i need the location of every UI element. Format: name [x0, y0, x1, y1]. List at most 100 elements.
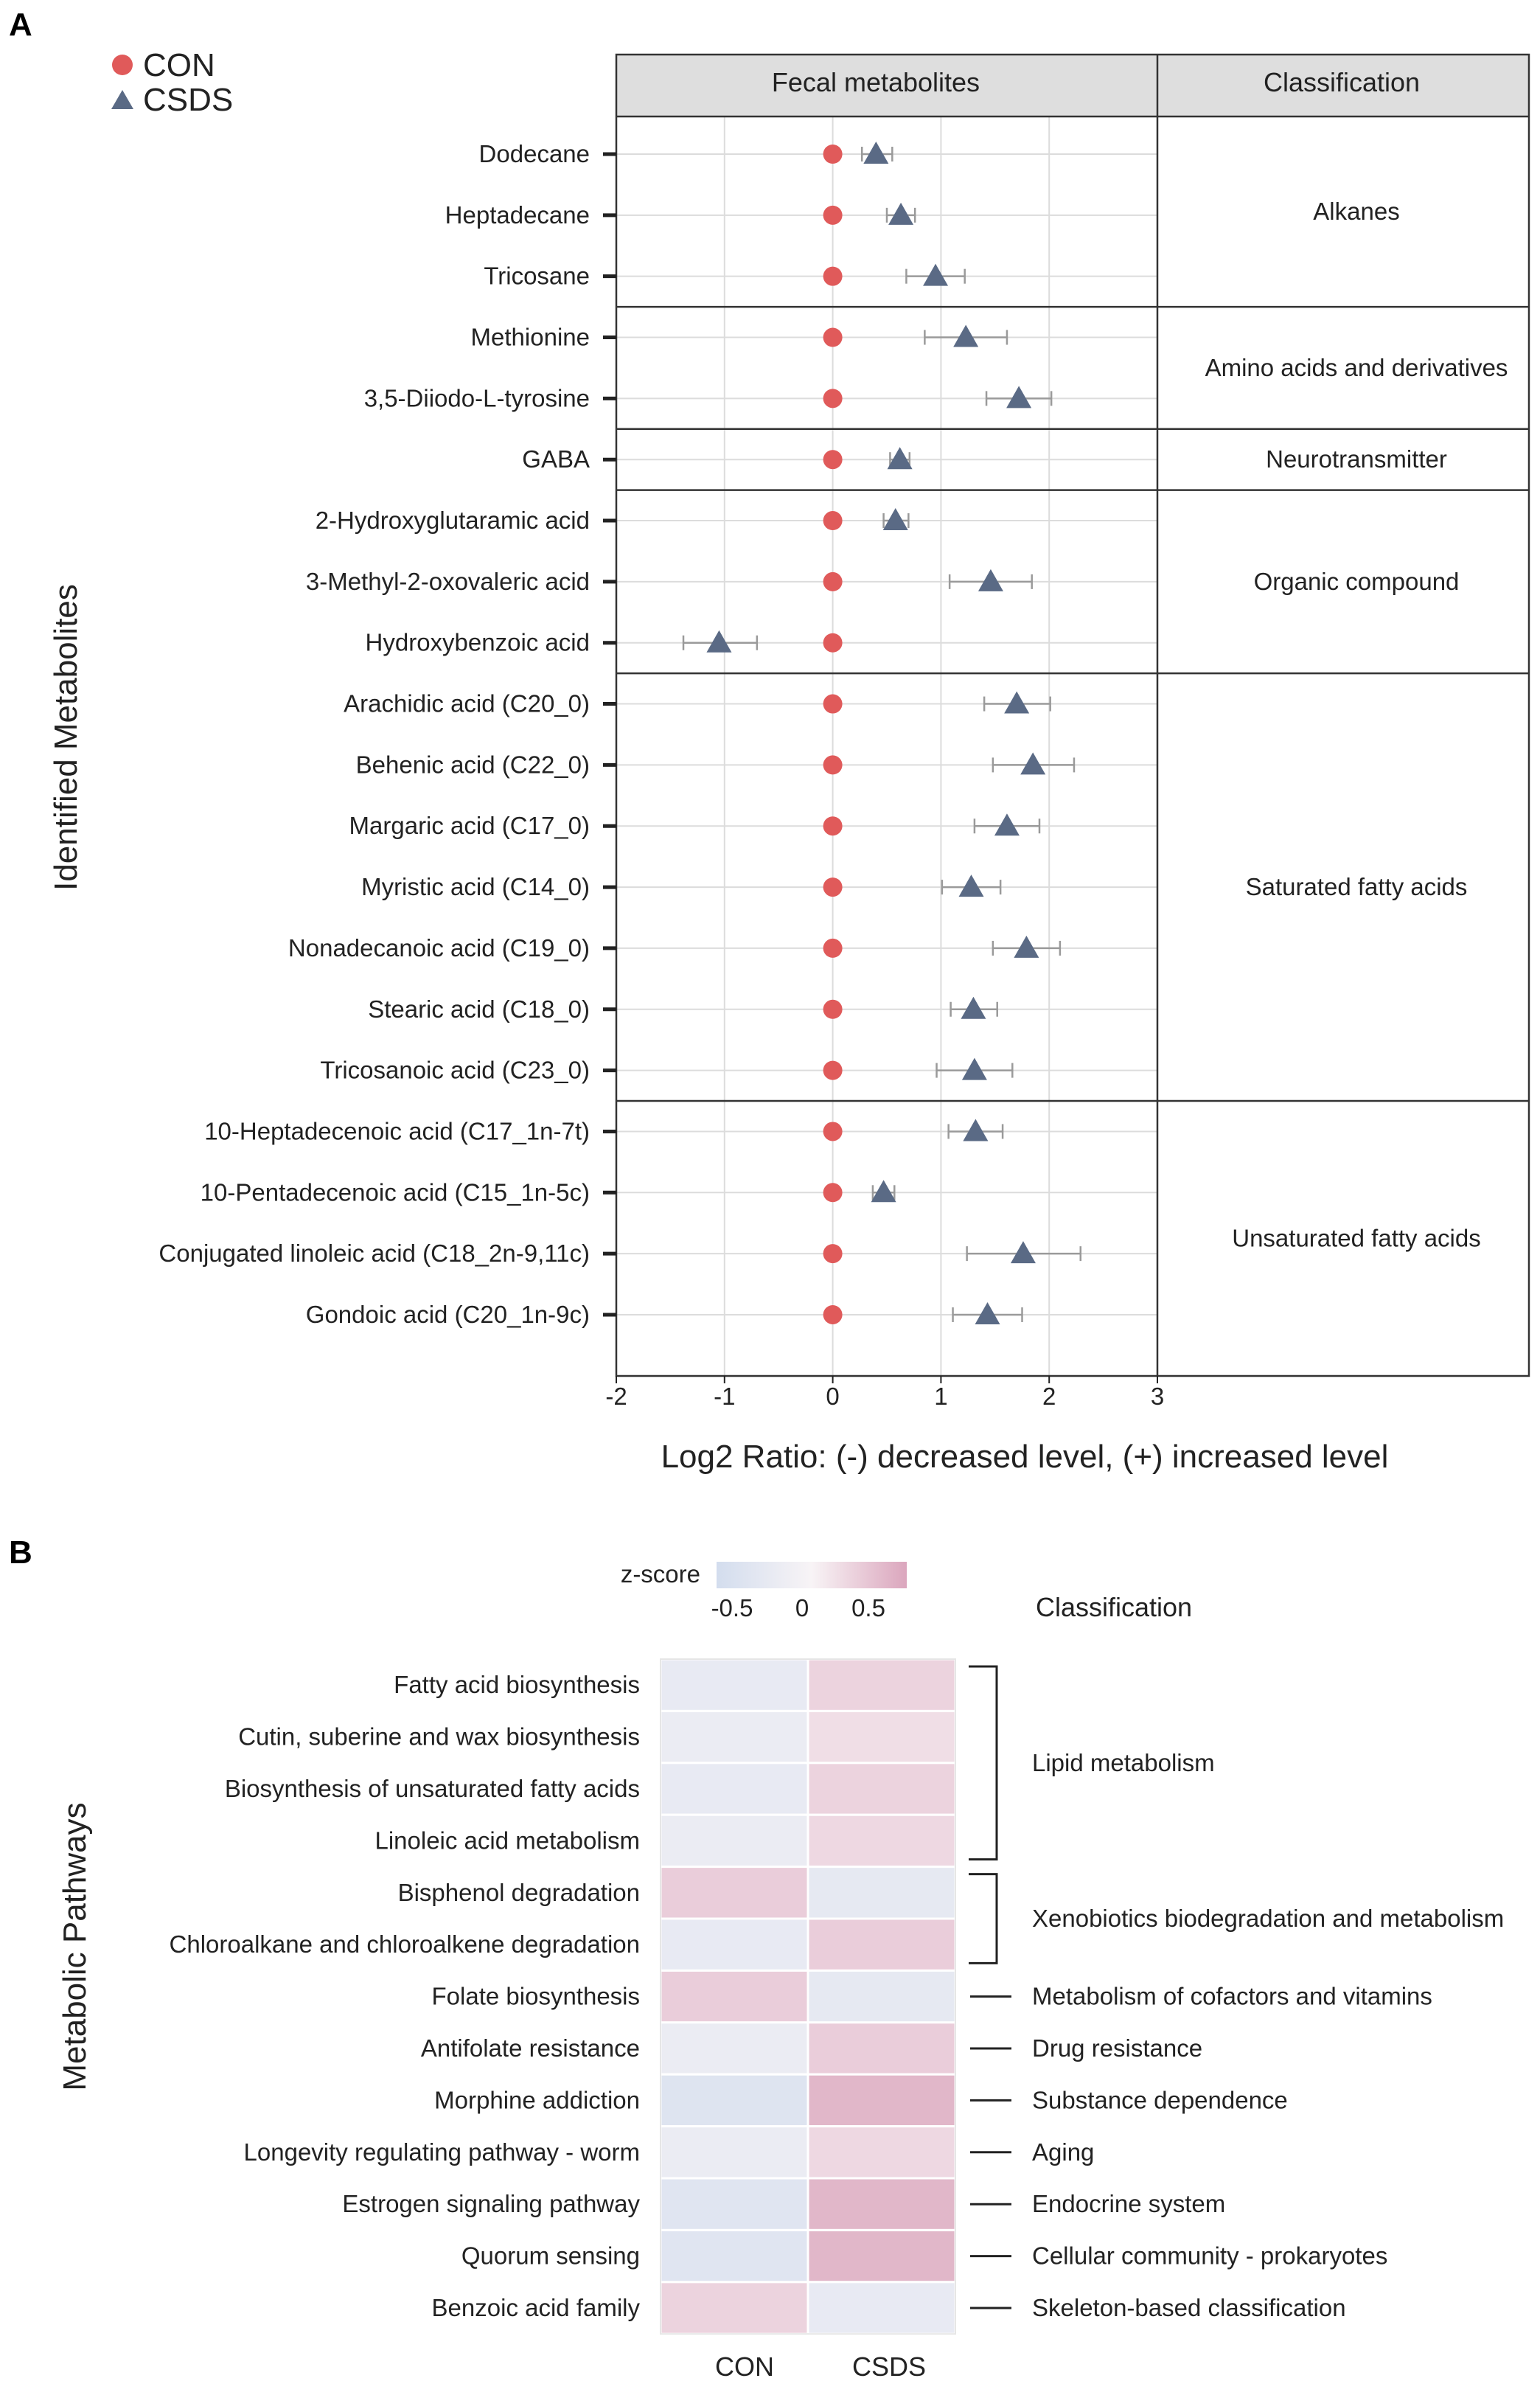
con-point: [823, 327, 843, 347]
csds-point: [863, 142, 889, 164]
con-point: [823, 145, 843, 164]
column-label-csds: CSDS: [852, 2352, 926, 2381]
heatmap-cell: [659, 2281, 809, 2335]
pathway-label: Quorum sensing: [461, 2242, 640, 2270]
con-point: [823, 1122, 843, 1141]
con-point: [823, 205, 843, 225]
heatmap-cell: [806, 1866, 957, 1920]
x-tick-label: -2: [605, 1383, 627, 1410]
heatmap-cell: [806, 1658, 957, 1712]
con-point: [823, 571, 843, 591]
classification-label: Lipid metabolism: [1032, 1749, 1215, 1776]
header-right: Classification: [1264, 67, 1420, 97]
colorbar-tick: 0: [795, 1594, 809, 1621]
metabolite-rows: Dodecane Heptadecane Tricosane Methionine 3,…: [158, 140, 1082, 1328]
heatmap-cell: [659, 1813, 809, 1869]
x-axis-title: Log2 Ratio: (-) decreased level, (+) inc…: [661, 1439, 1389, 1475]
legend-csds-label: CSDS: [143, 82, 233, 118]
con-point: [823, 816, 843, 836]
classification-label: Cellular community - prokaryotes: [1032, 2242, 1387, 2270]
metabolite-label: Gondoic acid (C20_1n-9c): [306, 1301, 590, 1328]
classification-labels: Alkanes Amino acids and derivatives Neurot…: [1205, 198, 1508, 1251]
pathway-label: Morphine addiction: [434, 2086, 640, 2113]
classification-label: Aging: [1032, 2138, 1094, 2166]
csds-point: [1006, 386, 1032, 409]
heatmap-cell: [659, 1866, 809, 1920]
con-point: [823, 938, 843, 958]
csds-point: [706, 630, 732, 653]
colorbar-gradient: [717, 1562, 907, 1588]
classification-label: Amino acids and derivatives: [1205, 354, 1508, 381]
heatmap-cell: [806, 2228, 957, 2284]
con-point: [823, 1183, 843, 1203]
csds-point: [887, 447, 913, 470]
classification-label: Alkanes: [1313, 198, 1399, 225]
metabolite-label: GABA: [522, 445, 590, 473]
classification-label: Substance dependence: [1032, 2086, 1288, 2113]
csds-point: [1020, 752, 1046, 775]
classification-label: Drug resistance: [1032, 2034, 1202, 2062]
classification-label: Neurotransmitter: [1266, 445, 1447, 473]
classification-label: Metabolism of cofactors and vitamins: [1032, 1983, 1432, 2010]
metabolite-label: Arachidic acid (C20_0): [344, 690, 590, 717]
heatmap-cell: [659, 2177, 809, 2231]
classification-header: Classification: [1036, 1592, 1192, 1622]
con-point: [823, 1060, 843, 1080]
colorbar-title: z-score: [621, 1560, 700, 1588]
pathway-labels: Fatty acid biosynthesis Cutin, suberine a…: [170, 1671, 641, 2321]
heatmap-cell: [806, 2177, 957, 2231]
classification-label: Organic compound: [1254, 568, 1460, 595]
heatmap-cell: [806, 2021, 957, 2076]
pathway-label: Chloroalkane and chloroalkene degradatio…: [170, 1930, 640, 1958]
pathway-label: Fatty acid biosynthesis: [394, 1671, 640, 1698]
colorbar: z-score -0.5 0 0.5: [621, 1560, 907, 1621]
legend-con-marker: [112, 55, 133, 75]
pathway-classifications: Lipid metabolism Xenobiotics biodegradati…: [969, 1665, 1504, 2321]
csds-point: [963, 1119, 989, 1141]
y-axis-title: Identified Metabolites: [48, 584, 84, 891]
metabolite-label: Margaric acid (C17_0): [349, 812, 590, 839]
pathway-label: Antifolate resistance: [421, 2034, 640, 2062]
csds-point: [923, 263, 949, 286]
metabolite-label: Dodecane: [479, 140, 590, 167]
csds-point: [882, 508, 908, 531]
con-point: [823, 755, 843, 775]
metabolite-label: Heptadecane: [445, 201, 590, 229]
legend: CON CSDS: [111, 47, 233, 118]
metabolite-label: 3-Methyl-2-oxovaleric acid: [306, 568, 590, 595]
classification-label: Xenobiotics biodegradation and metabolis…: [1032, 1905, 1504, 1932]
x-tick-label: 2: [1042, 1383, 1056, 1410]
outer-border: [615, 53, 1530, 1377]
csds-point: [961, 996, 986, 1019]
heatmap-cell: [659, 1762, 809, 1816]
x-axis-ticks: -2 -1 0 1 2 3: [605, 1376, 1164, 1410]
con-point: [823, 389, 843, 409]
con-point: [823, 1244, 843, 1264]
header-left: Fecal metabolites: [772, 67, 980, 97]
metabolite-label: 10-Heptadecenoic acid (C17_1n-7t): [204, 1117, 590, 1144]
csds-point: [994, 813, 1020, 836]
heatmap-border: [660, 1658, 956, 2335]
metabolite-label: Nonadecanoic acid (C19_0): [288, 934, 590, 962]
heatmap-cell: [806, 1813, 957, 1869]
pathway-label: Benzoic acid family: [432, 2294, 641, 2321]
con-point: [823, 694, 843, 714]
column-label-con: CON: [715, 2352, 774, 2381]
con-point: [823, 450, 843, 470]
panel-b: z-score -0.5 0 0.5 Classification Fatty …: [57, 1560, 1504, 2381]
classification-bracket: [969, 1665, 998, 1861]
classification-label: Saturated fatty acids: [1246, 873, 1468, 900]
csds-point: [1010, 1241, 1036, 1264]
classification-label: Endocrine system: [1032, 2190, 1225, 2217]
heatmap-cell: [806, 1969, 957, 2024]
con-point: [823, 266, 843, 286]
csds-point: [958, 875, 984, 897]
metabolite-label: Tricosane: [484, 263, 590, 290]
metabolite-label: Conjugated linoleic acid (C18_2n-9,11c): [158, 1240, 590, 1267]
y-axis-title-b: Metabolic Pathways: [57, 1802, 93, 2090]
pathway-label: Cutin, suberine and wax biosynthesis: [238, 1723, 640, 1751]
csds-point: [953, 324, 979, 347]
pathway-label: Linoleic acid metabolism: [374, 1826, 640, 1854]
heatmap-cell: [806, 2281, 957, 2335]
heatmap-cell: [806, 2125, 957, 2180]
